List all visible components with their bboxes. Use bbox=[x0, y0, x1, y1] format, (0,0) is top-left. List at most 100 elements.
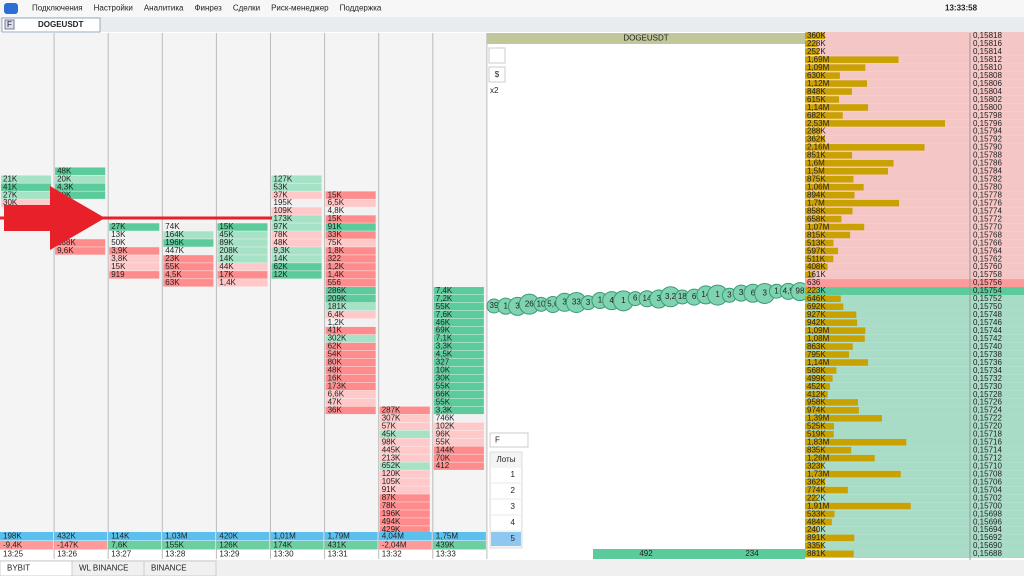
menu-item[interactable]: Поддержка bbox=[340, 4, 382, 13]
cluster-cell bbox=[433, 446, 484, 454]
book-volume: 228K bbox=[807, 39, 826, 48]
delta-cell bbox=[0, 541, 54, 550]
cluster-volume: 7,6K bbox=[436, 310, 453, 319]
cluster-volume: 287K bbox=[382, 405, 401, 414]
cluster-volume: 173K bbox=[328, 382, 347, 391]
cluster-cell bbox=[433, 382, 484, 391]
cluster-cell bbox=[325, 398, 376, 407]
book-row bbox=[805, 135, 1024, 144]
cluster-cell bbox=[109, 239, 160, 247]
lot-option[interactable] bbox=[491, 532, 521, 546]
book-row bbox=[805, 231, 1024, 240]
exchange-tab[interactable] bbox=[143, 560, 217, 576]
cluster-volume: 209K bbox=[328, 294, 347, 303]
chart-header bbox=[487, 33, 805, 44]
exchange-tab-label[interactable]: WL BINANCE bbox=[79, 564, 129, 573]
volume-bar bbox=[805, 359, 869, 366]
book-volume: 408K bbox=[807, 262, 826, 271]
menu-item[interactable]: Сделки bbox=[233, 4, 260, 13]
volume-bar bbox=[805, 255, 834, 263]
tool-button[interactable] bbox=[488, 66, 506, 83]
book-row bbox=[805, 374, 1024, 383]
cluster-cell bbox=[217, 279, 268, 287]
book-price: 0,15736 bbox=[973, 358, 1002, 367]
cluster-cell bbox=[163, 255, 214, 263]
cluster-cell bbox=[109, 263, 160, 271]
cluster-volume: 20K bbox=[57, 174, 72, 183]
volume-bar bbox=[805, 335, 865, 342]
book-row bbox=[805, 318, 1024, 327]
book-price: 0,15770 bbox=[973, 222, 1002, 231]
volume-bar bbox=[805, 446, 852, 454]
exchange-tab-label[interactable]: BINANCE bbox=[151, 564, 187, 573]
cluster-cell bbox=[325, 318, 376, 327]
book-volume: 1,6M bbox=[807, 159, 825, 168]
book-volume: 851K bbox=[807, 151, 826, 160]
cluster-volume: 17K bbox=[219, 270, 234, 279]
book-price: 0,15688 bbox=[973, 549, 1002, 558]
tab-title[interactable]: DOGEUSDT bbox=[38, 20, 83, 29]
book-price: 0,15744 bbox=[973, 326, 1002, 335]
book-price: 0,15738 bbox=[973, 350, 1002, 359]
cluster-cell bbox=[433, 310, 484, 319]
dollar-icon: $ bbox=[495, 70, 500, 79]
cluster-cell bbox=[325, 215, 376, 223]
menu-item[interactable]: Финрез bbox=[194, 4, 222, 13]
book-price: 0,15692 bbox=[973, 533, 1002, 542]
cluster-volume: 53K bbox=[274, 182, 289, 191]
cluster-volume: 48K bbox=[274, 238, 289, 247]
book-volume: 1,09M bbox=[807, 63, 830, 72]
cluster-volume: 14K bbox=[274, 254, 289, 263]
lot-option[interactable] bbox=[491, 468, 521, 482]
volume-bar bbox=[805, 351, 849, 358]
cluster-cell bbox=[433, 350, 484, 359]
column-delta: 439K bbox=[436, 541, 455, 550]
column-total: 1,79M bbox=[328, 532, 351, 541]
volume-bar bbox=[805, 438, 907, 446]
column-time: 13:28 bbox=[165, 550, 186, 559]
book-row bbox=[805, 151, 1024, 160]
lot-option[interactable] bbox=[491, 516, 521, 530]
cluster-cell bbox=[217, 263, 268, 271]
cluster-volume: 55K bbox=[436, 382, 451, 391]
cluster-cell bbox=[55, 167, 106, 175]
volume-bar bbox=[805, 343, 853, 350]
book-price: 0,15728 bbox=[973, 390, 1002, 399]
tab[interactable] bbox=[1, 17, 101, 33]
volume-bar bbox=[805, 367, 837, 374]
clock: 13:33:58 bbox=[945, 4, 978, 13]
book-volume: 795K bbox=[807, 350, 826, 359]
cluster-cell bbox=[433, 358, 484, 367]
menu-item[interactable]: Риск-менеджер bbox=[271, 4, 329, 13]
cluster-volume: 23K bbox=[165, 254, 180, 263]
lot-option[interactable] bbox=[491, 500, 521, 514]
cluster-volume: 89K bbox=[219, 238, 234, 247]
book-price: 0,15722 bbox=[973, 414, 1002, 423]
cluster-volume: 41K bbox=[3, 182, 18, 191]
book-volume: 615K bbox=[807, 95, 826, 104]
book-row bbox=[805, 430, 1024, 439]
menu-item[interactable]: Аналитика bbox=[144, 4, 184, 13]
volume-bar bbox=[805, 88, 852, 95]
cluster-volume: 105K bbox=[382, 477, 401, 486]
menu-item[interactable]: Настройки bbox=[94, 4, 133, 13]
exchange-tab-label[interactable]: BYBIT bbox=[7, 564, 30, 573]
book-volume: 362K bbox=[807, 477, 826, 486]
lot-option[interactable] bbox=[491, 484, 521, 498]
tool-button[interactable] bbox=[488, 47, 506, 64]
trade-size: 3 bbox=[562, 297, 567, 306]
cluster-cell bbox=[163, 231, 214, 239]
app-logo[interactable] bbox=[4, 3, 18, 14]
column-delta: 7,6K bbox=[111, 541, 128, 550]
cluster-cell bbox=[109, 247, 160, 255]
cluster-cell bbox=[433, 462, 484, 470]
lots-selector[interactable] bbox=[489, 432, 529, 448]
menu-item[interactable]: Подключения bbox=[32, 4, 83, 13]
cluster-volume: 27K bbox=[111, 222, 126, 231]
cluster-cell bbox=[433, 302, 484, 311]
book-price: 0,15774 bbox=[973, 206, 1002, 215]
cluster-cell bbox=[109, 223, 160, 231]
trade-size: 18 bbox=[678, 292, 687, 301]
book-price: 0,15748 bbox=[973, 310, 1002, 319]
book-row bbox=[805, 334, 1024, 343]
